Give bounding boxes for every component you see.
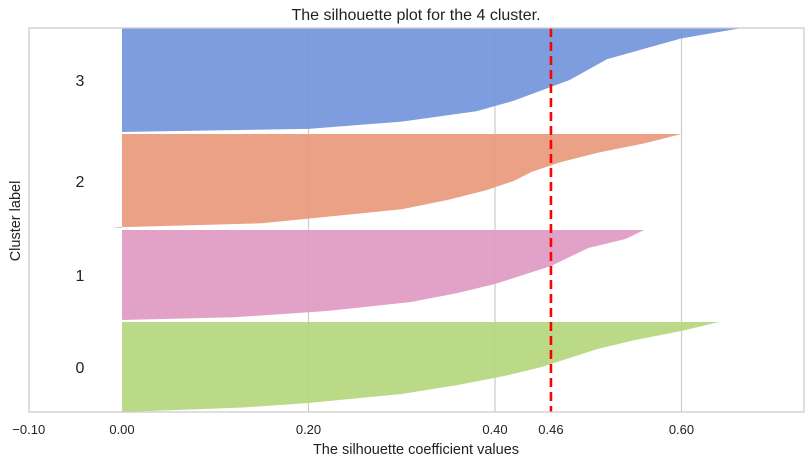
x-tick-labels: −0.10 0.00 0.20 0.40 0.46 0.60 bbox=[12, 422, 694, 437]
x-tick-label: 0.46 bbox=[538, 422, 563, 437]
cluster-3-silhouette bbox=[122, 28, 743, 132]
plot-frame bbox=[28, 27, 805, 413]
cluster-1-silhouette bbox=[122, 230, 645, 320]
x-tick-label: −0.10 bbox=[12, 422, 45, 437]
cluster-label-3: 3 bbox=[76, 73, 85, 90]
chart-title: The silhouette plot for the 4 cluster. bbox=[291, 7, 540, 24]
x-tick-label: 0.60 bbox=[669, 422, 694, 437]
y-axis-label: Cluster label bbox=[8, 181, 24, 262]
cluster-label-2: 2 bbox=[76, 174, 85, 191]
x-tick-label: 0.20 bbox=[296, 422, 321, 437]
cluster-2-silhouette bbox=[110, 134, 682, 228]
x-axis-label: The silhouette coefficient values bbox=[313, 442, 519, 458]
x-tick-label: 0.40 bbox=[482, 422, 507, 437]
cluster-label-1: 1 bbox=[76, 268, 85, 285]
cluster-layer bbox=[110, 28, 743, 412]
cluster-labels: 0 1 2 3 bbox=[76, 73, 85, 377]
x-tick-label: 0.00 bbox=[109, 422, 134, 437]
cluster-label-0: 0 bbox=[76, 360, 85, 377]
cluster-0-silhouette bbox=[122, 322, 719, 412]
